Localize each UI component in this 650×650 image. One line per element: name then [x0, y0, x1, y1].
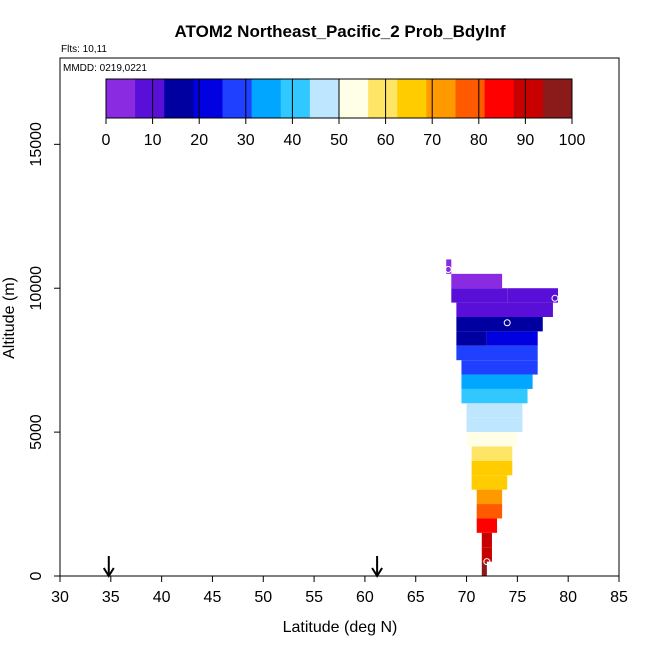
heatmap-cell: [507, 288, 559, 303]
colorbar-tick-label: 10: [144, 132, 162, 149]
heatmap-cell: [461, 374, 533, 389]
heatmap-cell: [456, 317, 543, 332]
x-tick-label: 85: [610, 589, 628, 606]
colorbar-segment: [339, 79, 369, 118]
colorbar-tick-label: 40: [284, 132, 302, 149]
chart-title: ATOM2 Northeast_Pacific_2 Prob_BdyInf: [175, 22, 506, 41]
x-tick-label: 30: [51, 589, 69, 606]
flights-text: Flts: 10,11: [61, 44, 107, 55]
y-tick-label: 5000: [28, 414, 45, 450]
x-tick-label: 65: [407, 589, 425, 606]
colorbar-tick-label: 100: [559, 132, 586, 149]
colorbar-segment: [280, 79, 311, 118]
colorbar-segment: [542, 79, 573, 118]
heatmap-cell: [456, 331, 487, 346]
colorbar-segment: [135, 79, 165, 118]
heatmap-cell: [466, 432, 518, 447]
colorbar-tick-label: 90: [517, 132, 535, 149]
colorbar-tick-label: 70: [423, 132, 441, 149]
colorbar-tick-label: 20: [190, 132, 208, 149]
colorbar-segment: [106, 79, 136, 118]
heatmap-cell: [471, 460, 513, 476]
colorbar-segment: [513, 79, 544, 118]
colorbar-tick-label: 30: [237, 132, 255, 149]
heatmap-cell: [461, 388, 528, 404]
colorbar-segment: [368, 79, 398, 118]
heatmap-cell: [461, 360, 538, 375]
heatmap-cell: [471, 475, 508, 490]
colorbar-tick-label: 0: [102, 132, 111, 149]
y-tick-label: 15000: [28, 122, 45, 167]
x-tick-label: 40: [153, 589, 171, 606]
y-tick-label: 10000: [28, 266, 45, 311]
plot-area: [102, 259, 559, 578]
x-tick-label: 55: [305, 589, 323, 606]
heatmap-cell: [471, 446, 513, 461]
colorbar-segment: [484, 79, 515, 118]
flight-point-marker: [503, 319, 511, 327]
x-tick-label: 70: [458, 589, 476, 606]
colorbar-segment: [222, 79, 253, 118]
colorbar-tick-label: 80: [470, 132, 488, 149]
heatmap-cell: [481, 532, 492, 548]
x-tick-label: 50: [254, 589, 272, 606]
x-tick-label: 80: [559, 589, 577, 606]
colorbar-tick-label: 50: [330, 132, 348, 149]
colorbar-tick-label: 60: [377, 132, 395, 149]
y-tick-label: 0: [28, 571, 45, 580]
x-tick-label: 75: [508, 589, 526, 606]
heatmap-cell: [456, 302, 553, 317]
x-axis: 30 35 40 45 50 55 60 65 70 75 80 85: [51, 576, 628, 606]
x-tick-label: 60: [356, 589, 374, 606]
flight-point-marker: [444, 266, 452, 274]
heatmap-cell: [481, 547, 492, 562]
colorbar-segment: [164, 79, 194, 118]
heatmap-cell: [476, 489, 503, 505]
colorbar-segment: [397, 79, 427, 118]
y-axis-label: Altitude (m): [1, 277, 18, 359]
heatmap-cell: [451, 273, 503, 289]
colorbar-segment: [309, 79, 340, 118]
heatmap-cell: [476, 504, 503, 519]
heatmap-cell: [451, 288, 508, 303]
x-axis-label: Latitude (deg N): [283, 619, 398, 636]
heatmap-cell: [486, 331, 538, 346]
colorbar-segment: [193, 79, 223, 118]
colorbar-segment: [426, 79, 456, 118]
x-tick-label: 45: [204, 589, 222, 606]
colorbar: 0 10 20 30 40 50 60 70 80 90 100: [102, 78, 586, 149]
heatmap-cell: [481, 561, 487, 576]
mmdd-text: MMDD: 0219,0221: [63, 63, 147, 74]
heatmap-cell: [476, 518, 498, 533]
heatmap-cell: [466, 403, 523, 418]
colorbar-segment: [455, 79, 486, 118]
x-tick-label: 35: [102, 589, 120, 606]
heatmap-cell: [456, 345, 538, 361]
plot-frame: [59, 57, 620, 577]
y-axis: 0 5000 10000 15000: [28, 122, 60, 580]
heatmap-cell: [466, 417, 523, 433]
flight-point-marker: [483, 558, 491, 566]
flight-point-marker: [551, 294, 559, 302]
colorbar-segment: [251, 79, 282, 118]
